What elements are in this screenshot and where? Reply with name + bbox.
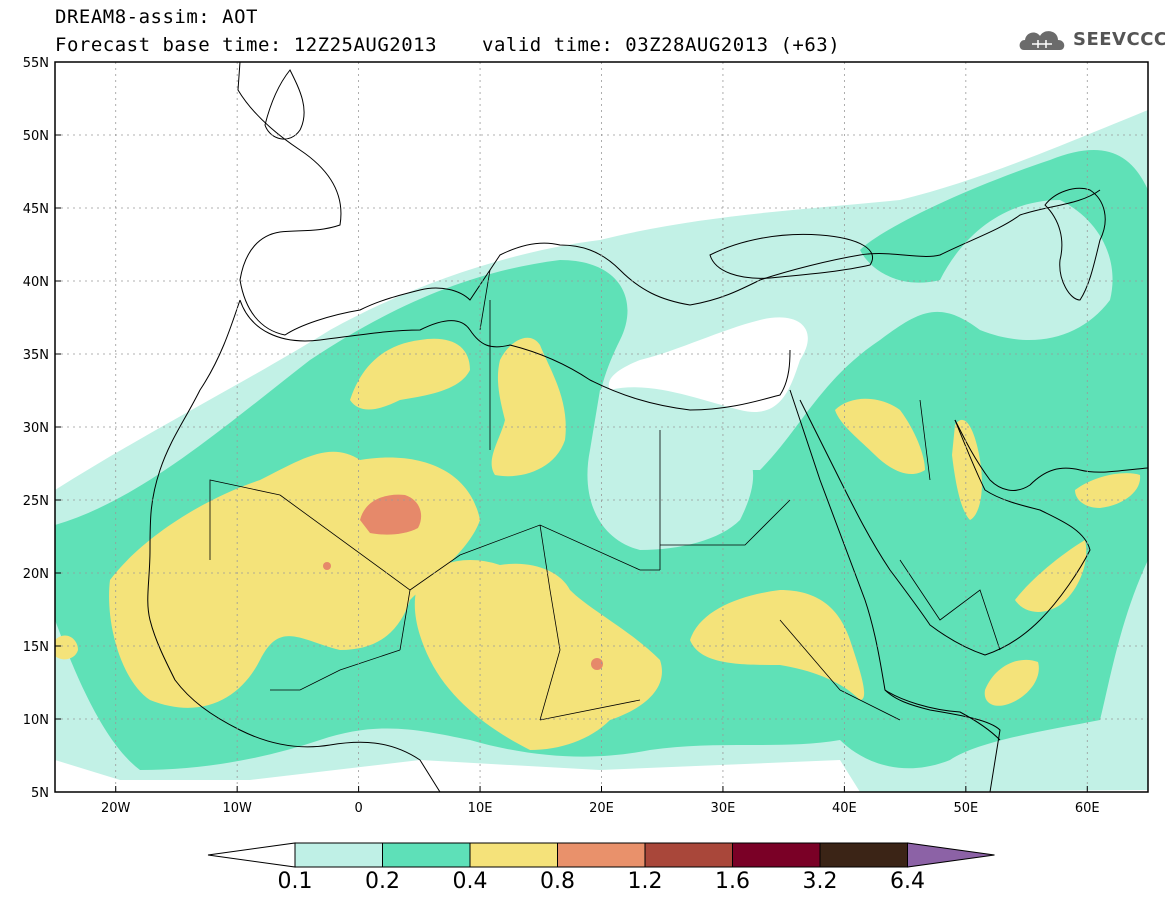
lon-tick-label: 20E	[589, 801, 614, 816]
coast-europe	[237, 62, 1101, 336]
aot-gap	[587, 388, 754, 550]
lat-tick-label: 5N	[31, 786, 49, 801]
cloud-icon	[1019, 31, 1065, 50]
aot-gap-white	[608, 317, 808, 412]
forecast-base-time: Forecast base time: 12Z25AUG2013	[55, 34, 438, 56]
colorbar-segment	[469, 842, 558, 868]
lon-tick-label: 40E	[832, 801, 857, 816]
map-title: DREAM8-assim: AOT	[55, 6, 258, 28]
lon-tick-labels: 20W 10W 0 10E 20E 30E 40E 50E 60E	[101, 786, 1100, 816]
aot-band-0-4-sudan	[690, 590, 865, 700]
coast-africa-gulf	[329, 741, 441, 792]
lat-tick-label: 25N	[23, 494, 49, 509]
aot-band-0-4-oman	[1015, 540, 1087, 612]
aot-field	[55, 110, 1148, 792]
coast-horn	[884, 689, 1001, 741]
lat-tick-label: 20N	[23, 567, 49, 582]
coast-britain	[264, 69, 305, 140]
lat-tick-label: 40N	[23, 275, 49, 290]
colorbar-segment	[557, 842, 646, 868]
lon-tick-label: 50E	[953, 801, 978, 816]
colorbar-segment	[644, 842, 733, 868]
aot-band-0-4-chad	[414, 560, 662, 750]
colorbar-label: 0.1	[277, 869, 313, 894]
lat-tick-label: 15N	[23, 640, 49, 655]
lat-tick-label: 10N	[23, 713, 49, 728]
aot-band-0-4-iran	[1075, 473, 1141, 508]
colorbar-label: 0.2	[365, 869, 400, 894]
lat-tick-label: 35N	[23, 348, 49, 363]
lat-tick-label: 45N	[23, 202, 49, 217]
border-lines	[209, 269, 1001, 721]
aot-band-0-8-spot-mali	[323, 562, 331, 570]
logo-text: SEEVCCC	[1073, 29, 1165, 50]
aot-band-0-4-west-edge	[55, 635, 78, 660]
aot-band-0-8-spot-chad	[591, 658, 603, 670]
valid-time: valid time: 03Z28AUG2013 (+63)	[482, 34, 841, 56]
gridlines	[55, 62, 1148, 792]
coast-africa-north	[239, 299, 791, 411]
lat-tick-labels: 55N 50N 45N 40N 35N 30N 25N 20N 15N 10N 5N	[23, 56, 61, 801]
colorbar-label: 0.4	[452, 869, 488, 894]
coast-africa-west	[147, 299, 331, 748]
colorbar-segment	[732, 842, 821, 868]
aot-band-0-4-tunisia	[491, 337, 566, 477]
lat-tick-label: 30N	[23, 421, 49, 436]
lon-tick-label: 10E	[468, 801, 493, 816]
coast-black-sea	[709, 233, 873, 279]
coast-persian-gulf	[954, 419, 1148, 491]
lon-tick-label: 0	[354, 801, 362, 816]
coastlines	[147, 62, 1148, 792]
lat-tick-label: 50N	[23, 129, 49, 144]
coast-red-sea	[789, 389, 1001, 792]
colorbar-label: 1.2	[627, 869, 663, 894]
colorbar-label: 3.2	[802, 869, 838, 894]
colorbar-segment	[382, 842, 471, 868]
colorbar-label: 6.4	[890, 869, 925, 894]
colorbar	[207, 842, 995, 868]
aot-band-0-4-yemen	[984, 659, 1039, 706]
aot-band-0-4-gulf	[952, 419, 982, 520]
aot-band-0-8-algeria	[360, 494, 422, 535]
lon-tick-label: 60E	[1075, 801, 1100, 816]
lat-tick-label: 55N	[23, 56, 49, 71]
colorbar-label: 1.6	[715, 869, 750, 894]
lon-tick-label: 30E	[711, 801, 736, 816]
colorbar-under-arrow	[207, 842, 296, 868]
borders	[209, 269, 1001, 721]
lon-tick-label: 10W	[222, 801, 252, 816]
aot-band-0-4-arabia	[835, 398, 925, 475]
coast-arabia	[799, 399, 1091, 656]
colorbar-segment	[819, 842, 908, 868]
lon-tick-label: 20W	[101, 801, 131, 816]
colorbar-over-arrow	[907, 842, 995, 868]
colorbar-label: 0.8	[540, 869, 575, 894]
aot-band-0-4-northwest	[350, 338, 470, 410]
colorbar-segment	[294, 842, 383, 868]
